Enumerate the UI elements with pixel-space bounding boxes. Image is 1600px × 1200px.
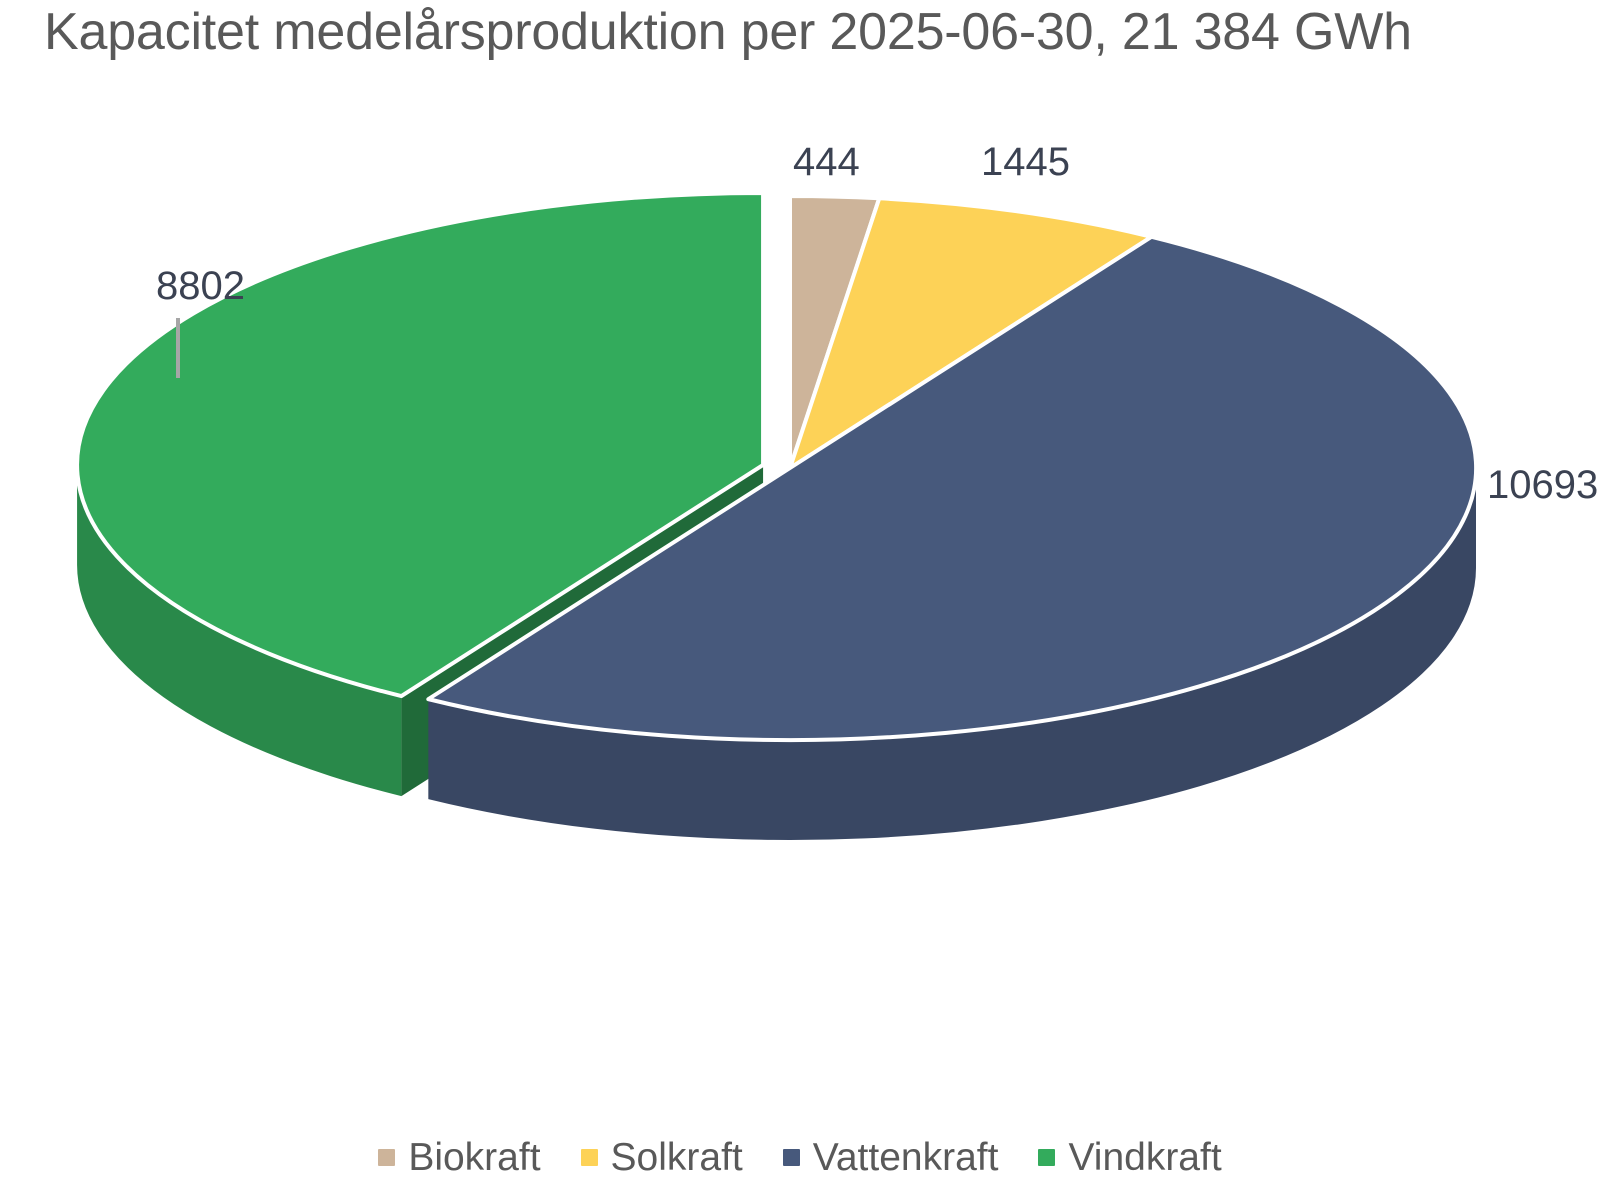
data-label-vattenkraft: 10693 (1487, 463, 1599, 507)
legend-label: Solkraft (610, 1136, 743, 1179)
legend-item-vattenkraft[interactable]: Vattenkraft (782, 1136, 999, 1179)
legend-item-biokraft[interactable]: Biokraft (378, 1136, 541, 1179)
legend-item-vindkraft[interactable]: Vindkraft (1038, 1136, 1222, 1179)
slice-side-wall-vindkraft (77, 464, 402, 797)
legend-label: Vattenkraft (812, 1136, 999, 1179)
legend-swatch-icon (580, 1149, 598, 1166)
data-label-vindkraft: 8802 (156, 264, 245, 308)
slice-top-vattenkraft (426, 234, 1478, 742)
legend-label: Biokraft (408, 1136, 541, 1179)
data-label-biokraft: 444 (793, 140, 860, 184)
legend-label: Vindkraft (1068, 1136, 1222, 1179)
legend-swatch-icon (782, 1149, 800, 1166)
slice-top-vindkraft (75, 190, 766, 699)
legend-item-solkraft[interactable]: Solkraft (580, 1136, 743, 1179)
legend-swatch-icon (378, 1149, 396, 1166)
chart-title: Kapacitet medelårsproduktion per 2025-06… (44, 3, 1412, 61)
slice-top-solkraft (788, 196, 1154, 470)
chart-legend: Biokraft Solkraft Vattenkraft Vindkraft (0, 1138, 1600, 1177)
slice-side-wall-vattenkraft (428, 468, 1476, 840)
pie-slices-generated (75, 190, 1478, 840)
legend-swatch-icon (1038, 1149, 1056, 1166)
data-label-solkraft: 1445 (981, 140, 1070, 184)
